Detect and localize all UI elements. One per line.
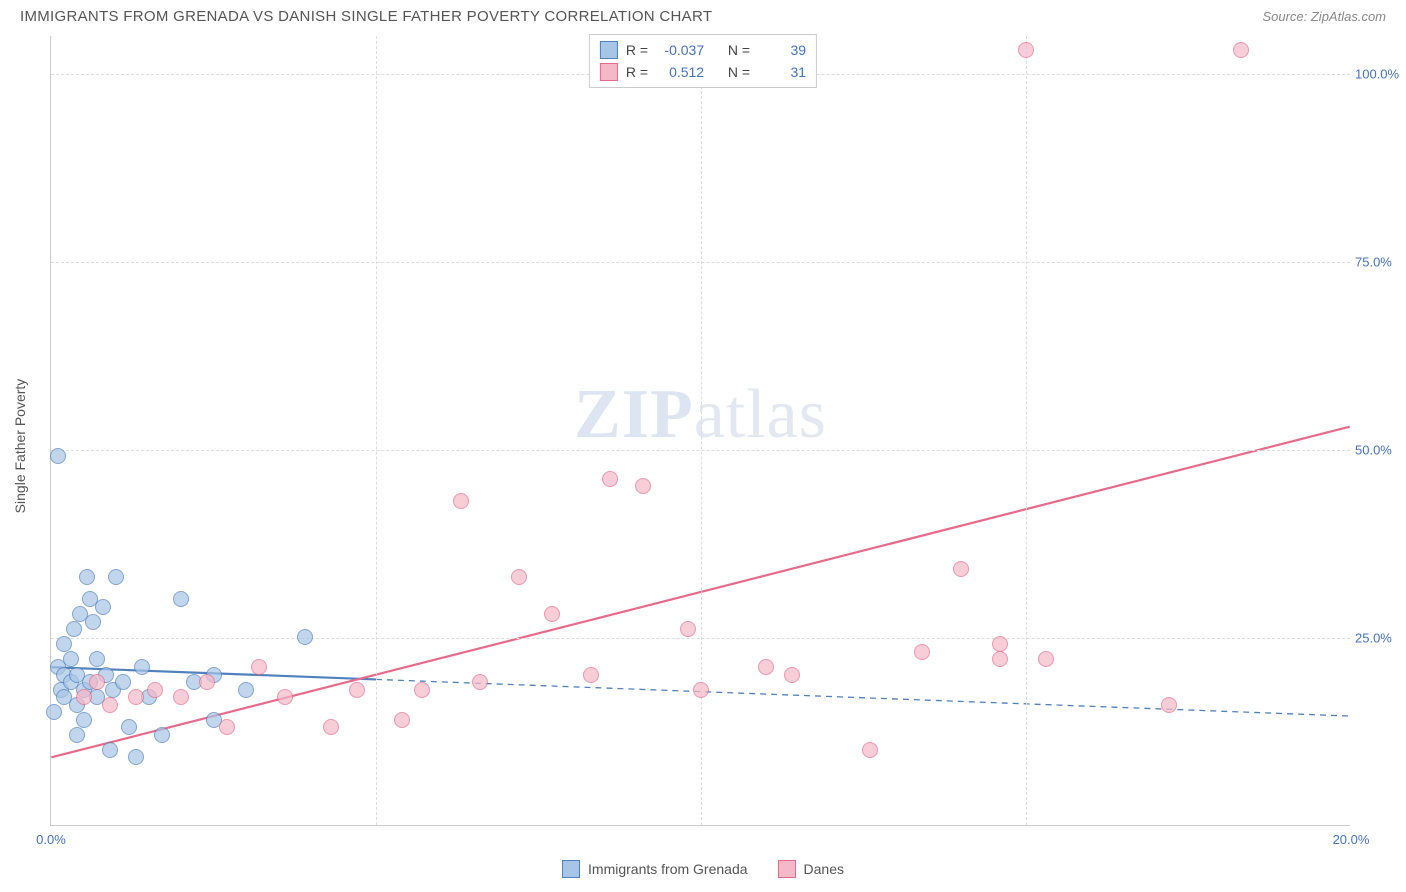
- data-point: [85, 614, 101, 630]
- data-point: [134, 659, 150, 675]
- gridline-vertical: [376, 36, 377, 825]
- data-point: [154, 727, 170, 743]
- data-point: [173, 689, 189, 705]
- data-point: [102, 742, 118, 758]
- data-point: [1161, 697, 1177, 713]
- legend-swatch: [778, 860, 796, 878]
- x-tick-label: 20.0%: [1333, 832, 1370, 847]
- data-point: [199, 674, 215, 690]
- data-point: [453, 493, 469, 509]
- data-point: [277, 689, 293, 705]
- data-point: [323, 719, 339, 735]
- data-point: [128, 749, 144, 765]
- data-point: [758, 659, 774, 675]
- legend-n-label: N =: [728, 64, 750, 80]
- data-point: [472, 674, 488, 690]
- data-point: [583, 667, 599, 683]
- data-point: [992, 636, 1008, 652]
- x-tick-label: 0.0%: [36, 832, 66, 847]
- legend-r-value: -0.037: [656, 42, 704, 58]
- chart-title: IMMIGRANTS FROM GRENADA VS DANISH SINGLE…: [20, 8, 712, 25]
- plot-area: ZIPatlas 25.0%50.0%75.0%100.0%0.0%20.0%: [50, 36, 1350, 826]
- legend-series: Immigrants from Grenada Danes: [562, 860, 844, 878]
- data-point: [63, 651, 79, 667]
- gridline-vertical: [1026, 36, 1027, 825]
- data-point: [992, 651, 1008, 667]
- data-point: [79, 569, 95, 585]
- data-point: [297, 629, 313, 645]
- data-point: [414, 682, 430, 698]
- data-point: [56, 636, 72, 652]
- data-point: [1233, 42, 1249, 58]
- data-point: [50, 448, 66, 464]
- data-point: [219, 719, 235, 735]
- legend-swatch: [600, 63, 618, 81]
- data-point: [69, 727, 85, 743]
- data-point: [602, 471, 618, 487]
- legend-r-label: R =: [626, 42, 648, 58]
- data-point: [784, 667, 800, 683]
- data-point: [147, 682, 163, 698]
- legend-r-value: 0.512: [656, 64, 704, 80]
- data-point: [394, 712, 410, 728]
- data-point: [914, 644, 930, 660]
- data-point: [95, 599, 111, 615]
- legend-series-name: Immigrants from Grenada: [588, 861, 748, 877]
- data-point: [89, 651, 105, 667]
- y-tick-label: 25.0%: [1355, 630, 1406, 645]
- regression-line-extrapolated: [376, 679, 1350, 716]
- data-point: [953, 561, 969, 577]
- data-point: [76, 712, 92, 728]
- data-point: [349, 682, 365, 698]
- data-point: [66, 621, 82, 637]
- data-point: [1038, 651, 1054, 667]
- y-tick-label: 50.0%: [1355, 442, 1406, 457]
- legend-statistics: R = -0.037 N = 39 R = 0.512 N = 31: [589, 34, 817, 88]
- legend-n-value: 31: [758, 64, 806, 80]
- data-point: [76, 689, 92, 705]
- data-point: [89, 674, 105, 690]
- data-point: [862, 742, 878, 758]
- data-point: [46, 704, 62, 720]
- y-axis-label: Single Father Poverty: [12, 379, 28, 514]
- gridline-vertical: [701, 36, 702, 825]
- y-tick-label: 75.0%: [1355, 254, 1406, 269]
- data-point: [693, 682, 709, 698]
- legend-r-label: R =: [626, 64, 648, 80]
- data-point: [238, 682, 254, 698]
- data-point: [115, 674, 131, 690]
- data-point: [544, 606, 560, 622]
- data-point: [121, 719, 137, 735]
- legend-swatch: [562, 860, 580, 878]
- legend-stat-row: R = 0.512 N = 31: [600, 61, 806, 83]
- legend-n-label: N =: [728, 42, 750, 58]
- source-attribution: Source: ZipAtlas.com: [1262, 9, 1386, 24]
- data-point: [128, 689, 144, 705]
- data-point: [511, 569, 527, 585]
- data-point: [680, 621, 696, 637]
- legend-series-name: Danes: [804, 861, 844, 877]
- legend-series-item: Danes: [778, 860, 844, 878]
- data-point: [108, 569, 124, 585]
- data-point: [635, 478, 651, 494]
- y-tick-label: 100.0%: [1355, 66, 1406, 81]
- scatter-plot: ZIPatlas 25.0%50.0%75.0%100.0%0.0%20.0%: [50, 36, 1350, 826]
- data-point: [173, 591, 189, 607]
- legend-series-item: Immigrants from Grenada: [562, 860, 748, 878]
- legend-stat-row: R = -0.037 N = 39: [600, 39, 806, 61]
- data-point: [102, 697, 118, 713]
- legend-n-value: 39: [758, 42, 806, 58]
- data-point: [251, 659, 267, 675]
- data-point: [1018, 42, 1034, 58]
- legend-swatch: [600, 41, 618, 59]
